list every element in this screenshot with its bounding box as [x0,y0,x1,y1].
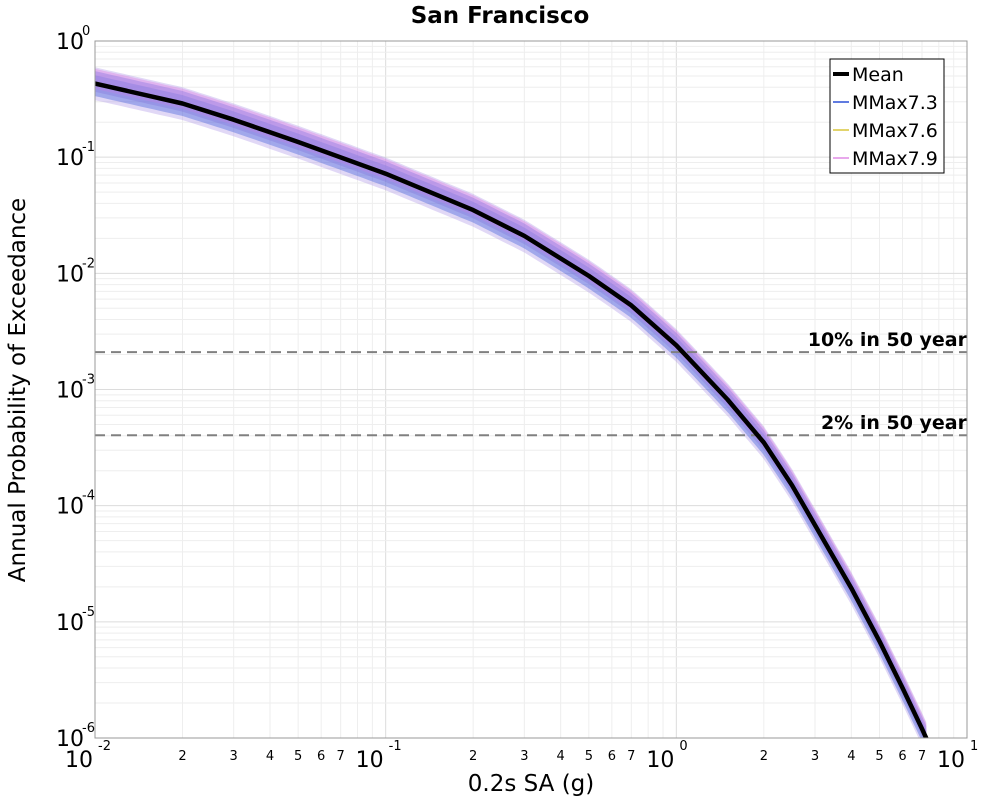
svg-text:-6: -6 [82,721,95,736]
y-tick-major-4: 10-4 [56,489,95,520]
y-tick-major-3: 10-3 [56,373,95,404]
band-outer [95,67,927,738]
svg-text:1: 1 [970,739,978,754]
x-tick-minor-1: 3 [230,749,238,764]
reference-line-label-0: 10% in 50 year [808,329,968,351]
x-tick-minor-4: 6 [317,749,325,764]
legend-label-0: Mean [852,64,904,86]
x-tick-minor-6: 2 [469,749,477,764]
x-tick-minor-8: 4 [557,749,565,764]
svg-text:10: 10 [56,262,84,287]
svg-text:-1: -1 [389,739,402,754]
reference-lines: 10% in 50 year 2% in 50 year [95,329,968,437]
x-tick-minor-16: 6 [898,749,906,764]
y-tick-major-5: 10-5 [56,605,95,636]
svg-text:-1: -1 [82,140,95,155]
x-tick-minor-14: 4 [847,749,855,764]
band-mmax79 [95,68,927,738]
svg-text:10: 10 [646,748,674,773]
x-tick-major-1: 10 -1 [356,739,402,773]
svg-text:-2: -2 [82,256,95,271]
svg-text:10: 10 [65,748,93,773]
svg-text:10: 10 [356,748,384,773]
band-mmax73 [95,71,927,738]
svg-text:10: 10 [56,146,84,171]
branch-curve-band [95,67,927,738]
legend: Mean MMax7.3 MMax7.6 MMax7.9 [829,58,945,174]
x-tick-minor-2: 4 [266,749,274,764]
x-tick-major-0: 10 -2 [65,739,111,773]
y-tick-major-2: 10-2 [56,256,95,287]
legend-label-2: MMax7.6 [852,120,938,142]
x-tick-major-3: 10 1 [937,739,978,773]
svg-text:10: 10 [56,611,84,636]
legend-box [829,58,945,174]
svg-text:-2: -2 [98,739,111,754]
reference-line-label-1: 2% in 50 year [821,412,968,434]
x-axis-label: 0.2s SA (g) [468,771,595,797]
svg-text:10: 10 [56,727,84,752]
svg-text:10: 10 [937,748,965,773]
svg-text:-5: -5 [82,605,95,620]
svg-text:0: 0 [82,24,90,39]
x-tick-minor-15: 5 [875,749,883,764]
x-tick-minor-9: 5 [585,749,593,764]
x-tick-minor-0: 2 [178,749,186,764]
svg-text:10: 10 [56,30,84,55]
x-tick-minor-10: 6 [608,749,616,764]
x-tick-minor-3: 5 [294,749,302,764]
x-tick-minor-11: 7 [627,749,635,764]
x-tick-minor-5: 7 [337,749,345,764]
band-core [95,75,927,738]
x-tick-minor-17: 7 [918,749,926,764]
x-tick-minor-13: 3 [811,749,819,764]
y-tick-major-1: 10-1 [56,140,95,171]
mean-curve [95,81,929,738]
svg-text:-3: -3 [82,373,95,388]
legend-label-3: MMax7.9 [852,148,938,170]
svg-text:0: 0 [679,739,687,754]
y-tick-major-6: 10-6 [56,721,95,752]
y-axis-label: Annual Probability of Exceedance [5,198,31,582]
svg-text:10: 10 [56,379,84,404]
x-tick-minor-12: 2 [760,749,768,764]
x-tick-major-2: 10 0 [646,739,687,773]
x-tick-minor-7: 3 [520,749,528,764]
chart-title: San Francisco [411,3,590,29]
plot-frame [94,40,968,739]
legend-label-1: MMax7.3 [852,92,938,114]
svg-text:-4: -4 [82,489,95,504]
mean-line [95,81,929,738]
svg-text:10: 10 [56,495,84,520]
y-tick-major-0: 100 [56,24,90,55]
